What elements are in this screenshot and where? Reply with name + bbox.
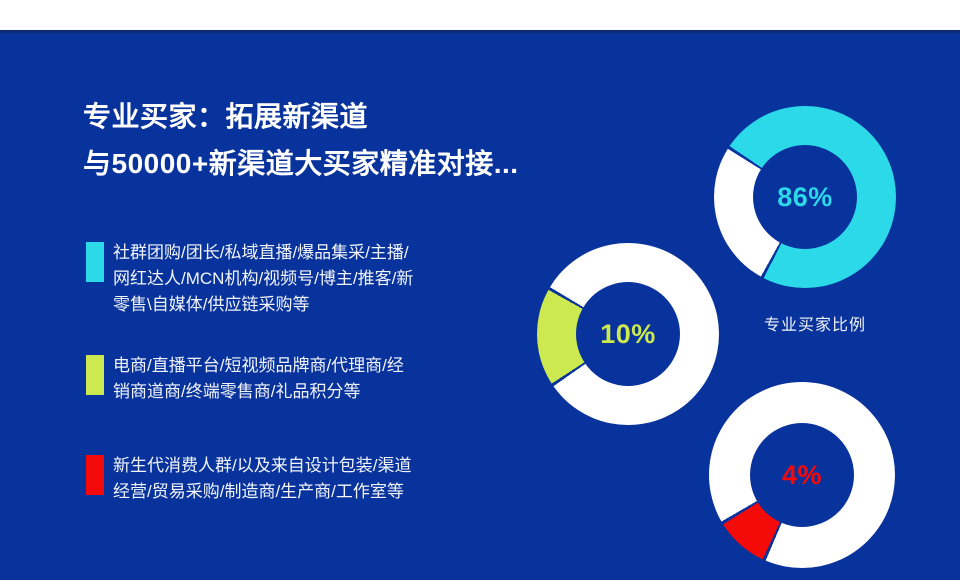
bullet-line: 销商道商/终端零售商/礼品积分等 <box>113 382 361 401</box>
bullet-line: 经营/贸易采购/制造商/生产商/工作室等 <box>113 482 404 501</box>
bullet-group-community-buyers: 社群团购/团长/私域直播/爆品集采/主播/ 网红达人/MCN机构/视频号/博主/… <box>86 240 413 318</box>
donut-chart-middle: 10% <box>537 243 719 425</box>
bullet-text: 社群团购/团长/私域直播/爆品集采/主播/ 网红达人/MCN机构/视频号/博主/… <box>113 240 413 318</box>
bullet-line: 零售\自媒体/供应链采购等 <box>113 295 310 314</box>
top-strip <box>0 0 960 33</box>
donut-percent-label: 86% <box>777 181 833 212</box>
donut-hole: 4% <box>750 423 854 527</box>
donut-percent-label: 4% <box>781 459 823 490</box>
page-title: 专业买家：拓展新渠道 与50000+新渠道大买家精准对接... <box>83 93 519 187</box>
bullet-line: 社群团购/团长/私域直播/爆品集采/主播/ <box>113 243 409 262</box>
donut-percent-label: 10% <box>600 318 656 349</box>
donut-hole: 10% <box>576 282 680 386</box>
chart-caption: 专业买家比例 <box>763 317 866 334</box>
bullet-text: 新生代消费人群/以及来自设计包装/渠道 经营/贸易采购/制造商/生产商/工作室等 <box>113 453 411 505</box>
bullet-marker-green <box>86 355 104 395</box>
bullet-line: 网红达人/MCN机构/视频号/博主/推客/新 <box>113 269 414 288</box>
bullet-line: 电商/直播平台/短视频品牌商/代理商/经 <box>113 356 404 375</box>
title-line-2: 与50000+新渠道大买家精准对接... <box>83 148 519 179</box>
donut-hole: 86% <box>753 145 857 249</box>
bullet-group-ecommerce-buyers: 电商/直播平台/短视频品牌商/代理商/经 销商道商/终端零售商/礼品积分等 <box>86 353 404 405</box>
donut-chart-top: 86% <box>714 106 896 288</box>
donut-chart-bottom: 4% <box>709 382 895 568</box>
bullet-marker-red <box>86 455 104 495</box>
bullet-line: 新生代消费人群/以及来自设计包装/渠道 <box>113 456 412 475</box>
title-line-1: 专业买家：拓展新渠道 <box>83 101 369 132</box>
bullet-text: 电商/直播平台/短视频品牌商/代理商/经 销商道商/终端零售商/礼品积分等 <box>113 353 404 405</box>
bullet-marker-cyan <box>86 242 104 282</box>
bullet-group-new-gen-consumers: 新生代消费人群/以及来自设计包装/渠道 经营/贸易采购/制造商/生产商/工作室等 <box>86 453 411 505</box>
